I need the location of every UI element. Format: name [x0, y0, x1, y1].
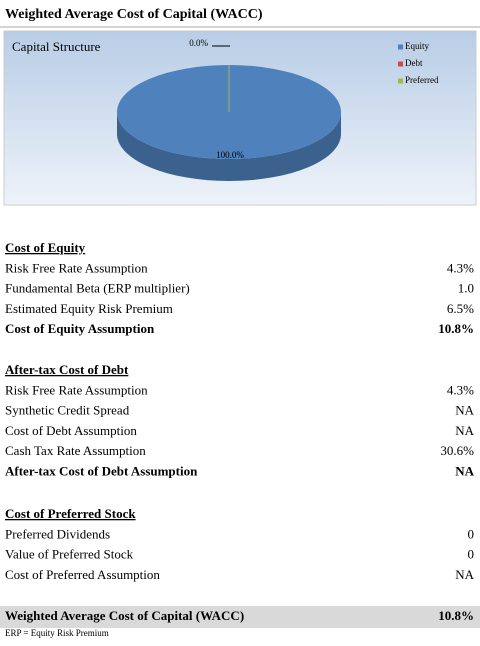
- legend-swatch: [398, 78, 403, 84]
- data-label: 100.0%: [216, 150, 244, 160]
- row-label: After-tax Cost of Debt Assumption: [5, 463, 198, 478]
- row-value: 0: [468, 547, 475, 562]
- row-value: NA: [455, 423, 474, 438]
- row-label: Cost of Preferred Assumption: [5, 567, 160, 582]
- data-label: 0.0%: [189, 38, 208, 48]
- section-heading: After-tax Cost of Debt: [5, 362, 129, 377]
- legend-label: Equity: [405, 41, 429, 51]
- row-label: Fundamental Beta (ERP multiplier): [5, 281, 190, 296]
- legend-label: Preferred: [405, 75, 439, 85]
- legend-swatch: [398, 61, 403, 67]
- row-label: Preferred Dividends: [5, 526, 110, 541]
- section-heading: Cost of Equity: [5, 240, 86, 255]
- row-label: Cash Tax Rate Assumption: [5, 443, 146, 458]
- footer-value: 10.8%: [438, 608, 474, 623]
- row-label: Cost of Debt Assumption: [5, 423, 137, 438]
- row-label: Estimated Equity Risk Premium: [5, 301, 173, 316]
- row-label: Cost of Equity Assumption: [5, 321, 155, 336]
- footer-bar: [0, 606, 480, 628]
- legend-label: Debt: [405, 58, 423, 68]
- row-label: Value of Preferred Stock: [5, 547, 134, 562]
- chart-title: Capital Structure: [12, 39, 101, 54]
- row-value: 10.8%: [438, 321, 474, 336]
- row-value: 4.3%: [447, 260, 474, 275]
- row-label: Risk Free Rate Assumption: [5, 382, 148, 397]
- row-value: NA: [455, 463, 474, 478]
- pie-slice-side: [117, 112, 341, 181]
- row-value: 30.6%: [440, 443, 474, 458]
- row-value: 6.5%: [447, 301, 474, 316]
- footer-note: ERP = Equity Risk Premium: [5, 628, 109, 638]
- section-heading: Cost of Preferred Stock: [5, 506, 136, 521]
- footer-label: Weighted Average Cost of Capital (WACC): [5, 608, 244, 623]
- row-label: Synthetic Credit Spread: [5, 403, 130, 418]
- row-value: NA: [455, 403, 474, 418]
- row-value: 1.0: [458, 281, 474, 296]
- legend-swatch: [398, 44, 403, 50]
- page-title: Weighted Average Cost of Capital (WACC): [5, 7, 263, 22]
- row-value: NA: [455, 567, 474, 582]
- row-value: 0: [468, 526, 475, 541]
- row-label: Risk Free Rate Assumption: [5, 260, 148, 275]
- row-value: 4.3%: [447, 382, 474, 397]
